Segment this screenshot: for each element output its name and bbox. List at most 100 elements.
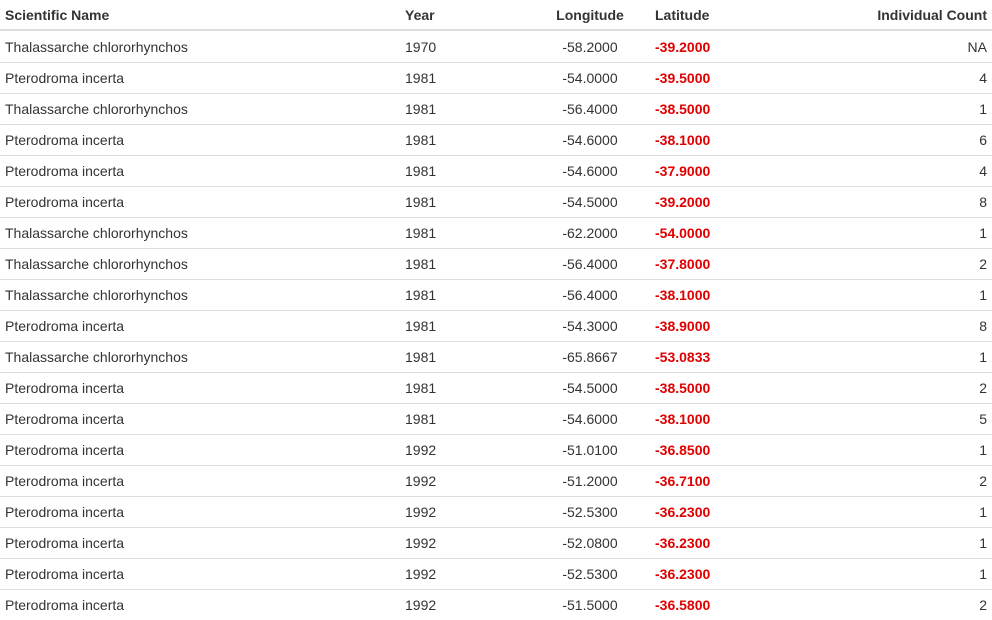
table-row: Pterodroma incerta 1992 -52.5300 -36.2300 1 bbox=[0, 496, 992, 527]
latitude-value: -38.1000 bbox=[655, 287, 711, 303]
cell-individual-count: 1 bbox=[979, 442, 987, 458]
table-row: Pterodroma incerta 1992 -51.0100 -36.8500 1 bbox=[0, 434, 992, 465]
header-longitude[interactable]: Longitude bbox=[556, 6, 624, 23]
latitude-value: -39.2000 bbox=[655, 194, 711, 210]
latitude-value: -36.5800 bbox=[655, 597, 711, 613]
cell-latitude: -37.9000 bbox=[640, 163, 755, 179]
cell-scientific-name: Pterodroma incerta bbox=[5, 597, 125, 613]
latitude-value: -37.9000 bbox=[655, 163, 711, 179]
table-row: Pterodroma incerta 1981 -54.6000 -38.1000 6 bbox=[0, 124, 992, 155]
cell-year: 1981 bbox=[405, 349, 437, 365]
cell-individual-count: 2 bbox=[979, 256, 987, 272]
cell-latitude: -36.2300 bbox=[640, 535, 755, 551]
cell-scientific-name: Thalassarche chlororhynchos bbox=[5, 256, 188, 272]
cell-longitude: -54.6000 bbox=[562, 132, 618, 148]
cell-individual-count: 1 bbox=[979, 535, 987, 551]
table-row: Pterodroma incerta 1981 -54.5000 -39.2000 8 bbox=[0, 186, 992, 217]
cell-scientific-name: Pterodroma incerta bbox=[5, 318, 125, 334]
cell-scientific-name: Pterodroma incerta bbox=[5, 163, 125, 179]
latitude-value: -39.5000 bbox=[655, 70, 711, 86]
cell-scientific-name: Thalassarche chlororhynchos bbox=[5, 225, 188, 241]
cell-longitude: -62.2000 bbox=[562, 225, 618, 241]
cell-scientific-name: Pterodroma incerta bbox=[5, 442, 125, 458]
cell-longitude: -51.2000 bbox=[562, 473, 618, 489]
cell-individual-count: 6 bbox=[979, 132, 987, 148]
cell-year: 1981 bbox=[405, 256, 437, 272]
cell-year: 1981 bbox=[405, 194, 437, 210]
cell-individual-count: NA bbox=[967, 38, 987, 55]
latitude-value: -39.2000 bbox=[655, 38, 711, 55]
table-row: Thalassarche chlororhynchos 1981 -56.4000 -… bbox=[0, 248, 992, 279]
cell-longitude: -54.5000 bbox=[562, 194, 618, 210]
cell-longitude: -56.4000 bbox=[562, 101, 618, 117]
cell-individual-count: 2 bbox=[979, 473, 987, 489]
table-row: Thalassarche chlororhynchos 1981 -56.4000 -… bbox=[0, 93, 992, 124]
cell-latitude: -39.2000 bbox=[640, 39, 755, 55]
latitude-value: -37.8000 bbox=[655, 256, 711, 272]
cell-scientific-name: Pterodroma incerta bbox=[5, 504, 125, 520]
table-row: Pterodroma incerta 1981 -54.5000 -38.5000 2 bbox=[0, 372, 992, 403]
cell-year: 1992 bbox=[405, 566, 437, 582]
cell-year: 1970 bbox=[405, 38, 437, 55]
cell-year: 1981 bbox=[405, 132, 437, 148]
cell-individual-count: 5 bbox=[979, 411, 987, 427]
cell-scientific-name: Thalassarche chlororhynchos bbox=[5, 101, 188, 117]
latitude-value: -54.0000 bbox=[655, 225, 711, 241]
latitude-value: -38.9000 bbox=[655, 318, 711, 334]
header-individual-count[interactable]: Individual Count bbox=[877, 6, 987, 23]
cell-individual-count: 2 bbox=[979, 380, 987, 396]
cell-longitude: -51.5000 bbox=[562, 597, 618, 613]
cell-longitude: -54.6000 bbox=[562, 411, 618, 427]
cell-individual-count: 2 bbox=[979, 597, 987, 613]
cell-year: 1992 bbox=[405, 473, 437, 489]
cell-latitude: -38.1000 bbox=[640, 287, 755, 303]
latitude-value: -38.5000 bbox=[655, 380, 711, 396]
cell-individual-count: 1 bbox=[979, 101, 987, 117]
cell-latitude: -36.8500 bbox=[640, 442, 755, 458]
table-row: Thalassarche chlororhynchos 1970 -58.2000 -… bbox=[0, 31, 992, 62]
cell-longitude: -56.4000 bbox=[562, 256, 618, 272]
cell-longitude: -56.4000 bbox=[562, 287, 618, 303]
cell-latitude: -38.5000 bbox=[640, 101, 755, 117]
cell-year: 1981 bbox=[405, 411, 437, 427]
header-scientific-name[interactable]: Scientific Name bbox=[5, 6, 110, 23]
cell-year: 1981 bbox=[405, 287, 437, 303]
cell-latitude: -38.1000 bbox=[640, 411, 755, 427]
cell-latitude: -36.2300 bbox=[640, 504, 755, 520]
cell-year: 1981 bbox=[405, 380, 437, 396]
cell-latitude: -53.0833 bbox=[640, 349, 755, 365]
latitude-value: -38.5000 bbox=[655, 101, 711, 117]
cell-latitude: -54.0000 bbox=[640, 225, 755, 241]
cell-longitude: -54.3000 bbox=[562, 318, 618, 334]
cell-individual-count: 1 bbox=[979, 566, 987, 582]
cell-longitude: -54.0000 bbox=[562, 70, 618, 86]
latitude-value: -36.2300 bbox=[655, 566, 711, 582]
header-year[interactable]: Year bbox=[405, 6, 435, 23]
cell-latitude: -38.1000 bbox=[640, 132, 755, 148]
cell-year: 1981 bbox=[405, 318, 437, 334]
table-row: Thalassarche chlororhynchos 1981 -56.4000 -… bbox=[0, 279, 992, 310]
latitude-value: -36.2300 bbox=[655, 535, 711, 551]
latitude-value: -36.8500 bbox=[655, 442, 711, 458]
table-row: Pterodroma incerta 1992 -52.5300 -36.2300 1 bbox=[0, 558, 992, 589]
cell-individual-count: 8 bbox=[979, 318, 987, 334]
table-body: Thalassarche chlororhynchos 1970 -58.2000 -… bbox=[0, 31, 992, 620]
header-latitude[interactable]: Latitude bbox=[655, 6, 710, 23]
cell-individual-count: 1 bbox=[979, 349, 987, 365]
table-row: Pterodroma incerta 1981 -54.0000 -39.5000 4 bbox=[0, 62, 992, 93]
cell-year: 1992 bbox=[405, 597, 437, 613]
cell-latitude: -36.2300 bbox=[640, 566, 755, 582]
cell-longitude: -51.0100 bbox=[562, 442, 618, 458]
cell-individual-count: 8 bbox=[979, 194, 987, 210]
cell-longitude: -54.6000 bbox=[562, 163, 618, 179]
latitude-value: -36.7100 bbox=[655, 473, 711, 489]
cell-latitude: -37.8000 bbox=[640, 256, 755, 272]
cell-scientific-name: Thalassarche chlororhynchos bbox=[5, 287, 188, 303]
cell-year: 1981 bbox=[405, 70, 437, 86]
cell-latitude: -36.5800 bbox=[640, 597, 755, 613]
latitude-value: -38.1000 bbox=[655, 132, 711, 148]
table-row: Thalassarche chlororhynchos 1981 -65.8667 -… bbox=[0, 341, 992, 372]
cell-latitude: -38.9000 bbox=[640, 318, 755, 334]
cell-latitude: -39.5000 bbox=[640, 70, 755, 86]
cell-latitude: -39.2000 bbox=[640, 194, 755, 210]
